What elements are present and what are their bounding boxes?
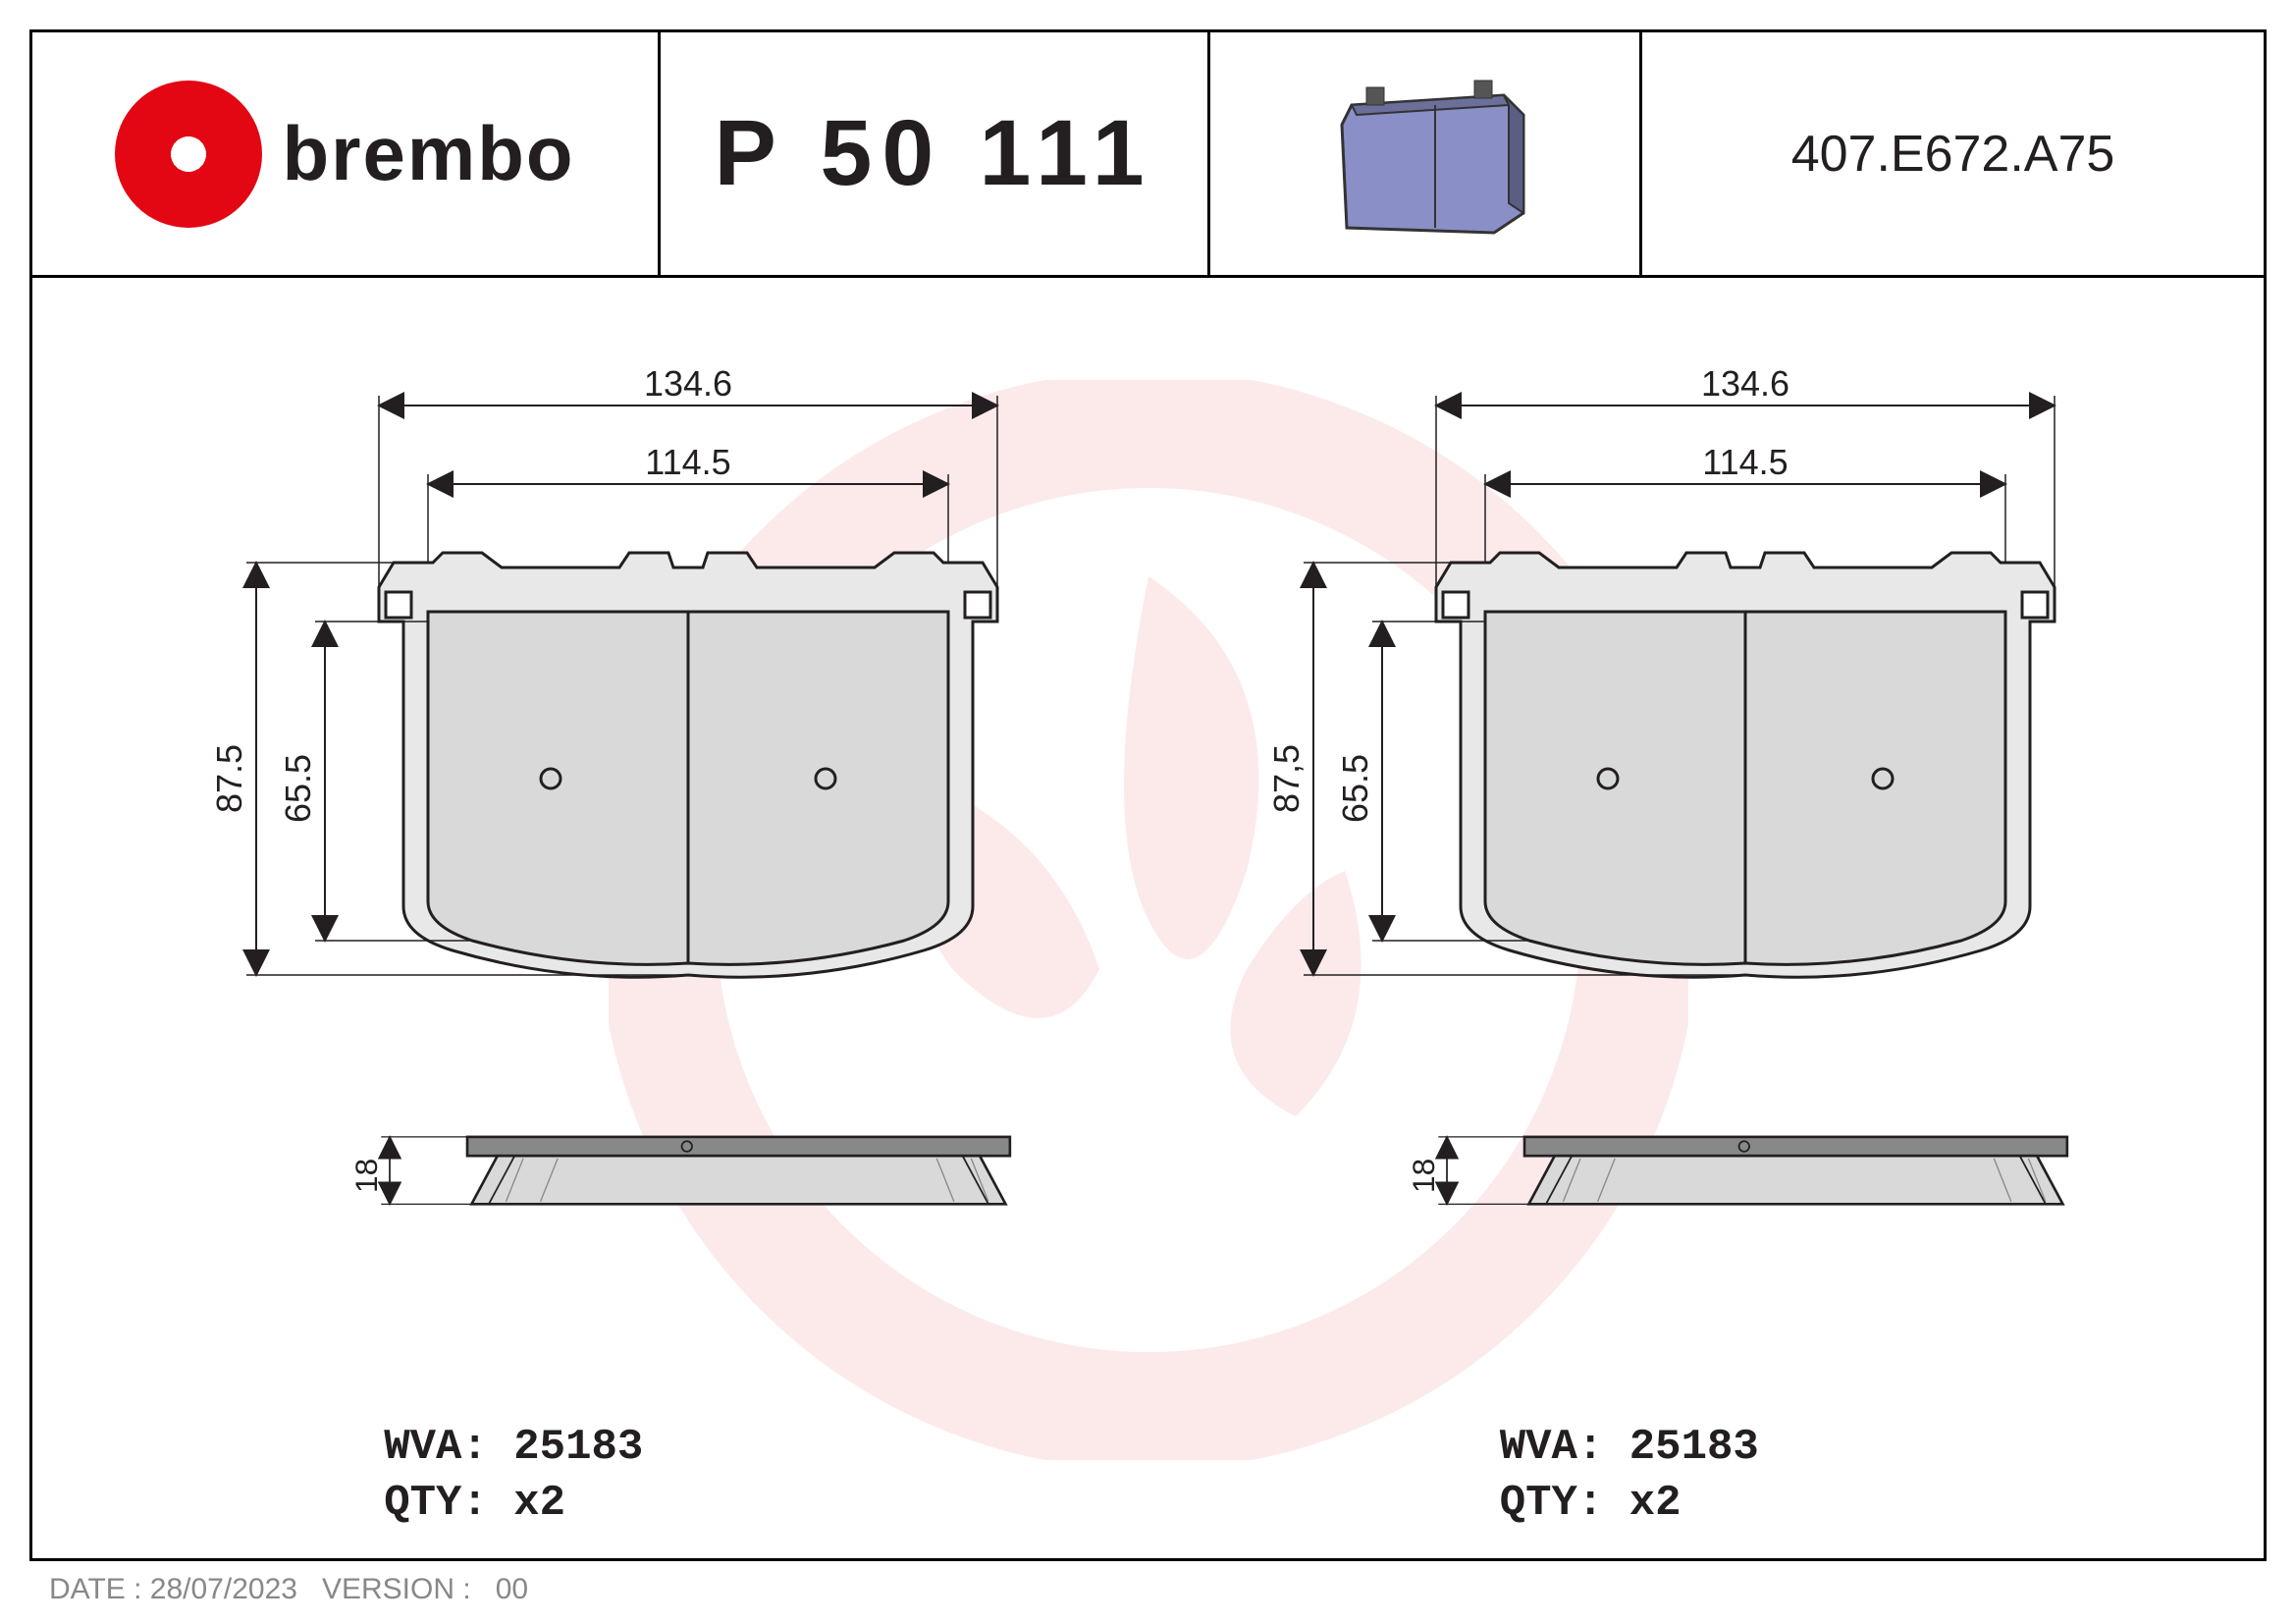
wva-label: WVA: bbox=[384, 1423, 488, 1472]
qty-label: QTY: bbox=[384, 1479, 488, 1528]
info-row: WVA: 25183 QTY: x2 WVA: 25183 QTY: x2 bbox=[32, 1420, 2264, 1532]
logo-cell: brembo bbox=[32, 32, 661, 275]
dim-thickness: 18 bbox=[1406, 1159, 1441, 1193]
brand-name: brembo bbox=[282, 109, 574, 198]
footer-meta: DATE : 28/07/2023 VERSION : 00 bbox=[49, 1573, 528, 1606]
brembo-logo: brembo bbox=[115, 81, 574, 228]
drawings-container: 134.6 114.5 bbox=[32, 278, 2264, 1561]
dim-thickness: 18 bbox=[348, 1159, 384, 1193]
dim-inner-height: 65.5 bbox=[278, 754, 318, 823]
side-view-right: 18 bbox=[1196, 1083, 2158, 1260]
qty-value: x2 bbox=[513, 1479, 565, 1528]
dim-inner-width: 114.5 bbox=[646, 442, 731, 482]
info-block-right: WVA: 25183 QTY: x2 bbox=[1225, 1420, 2187, 1532]
wva-label: WVA: bbox=[1500, 1423, 1604, 1472]
dim-overall-width: 134.6 bbox=[644, 363, 732, 404]
dim-inner-height: 65.5 bbox=[1335, 754, 1375, 823]
footer-version-label: VERSION : bbox=[322, 1573, 471, 1605]
thumbnail-cell bbox=[1210, 32, 1642, 275]
front-view-right: 134.6 114.5 bbox=[1196, 356, 2158, 1024]
brake-pad-thumbnail-icon bbox=[1298, 66, 1553, 243]
qty-value: x2 bbox=[1629, 1479, 1682, 1528]
footer-version: 00 bbox=[496, 1573, 528, 1605]
wva-value: 25183 bbox=[513, 1423, 643, 1472]
logo-disc-icon bbox=[115, 81, 262, 228]
drawing-frame: brembo P 50 111 407.E672.A75 bbox=[29, 29, 2267, 1561]
header-row: brembo P 50 111 407.E672.A75 bbox=[32, 32, 2264, 278]
part-number-cell: P 50 111 bbox=[661, 32, 1210, 275]
pad-group-left: 134.6 114.5 bbox=[138, 356, 1100, 1561]
dim-overall-height: 87.5 bbox=[209, 744, 249, 813]
dim-overall-width: 134.6 bbox=[1701, 363, 1789, 404]
front-view-left: 134.6 114.5 bbox=[138, 356, 1100, 1024]
info-block-left: WVA: 25183 QTY: x2 bbox=[109, 1420, 1071, 1532]
drawing-body: 134.6 114.5 bbox=[32, 278, 2264, 1561]
version-code-cell: 407.E672.A75 bbox=[1642, 32, 2264, 275]
dim-overall-height: 87,5 bbox=[1266, 744, 1307, 813]
wva-value: 25183 bbox=[1629, 1423, 1759, 1472]
footer-date: 28/07/2023 bbox=[150, 1573, 297, 1605]
version-code: 407.E672.A75 bbox=[1791, 125, 2115, 184]
dim-inner-width: 114.5 bbox=[1702, 442, 1788, 482]
side-view-left: 18 bbox=[138, 1083, 1100, 1260]
footer-date-label: DATE : bbox=[49, 1573, 141, 1605]
qty-label: QTY: bbox=[1500, 1479, 1604, 1528]
pad-group-right: 134.6 114.5 bbox=[1196, 356, 2158, 1561]
part-number: P 50 111 bbox=[714, 100, 1153, 207]
